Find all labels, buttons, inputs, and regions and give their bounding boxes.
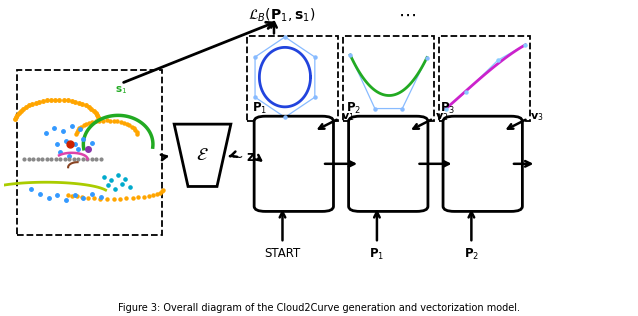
Text: $\mathbf{s}_1$: $\mathbf{s}_1$ <box>115 84 127 96</box>
FancyBboxPatch shape <box>247 36 338 121</box>
FancyBboxPatch shape <box>17 70 161 235</box>
Text: $\sim\mathbf{z}$: $\sim\mathbf{z}$ <box>229 150 255 164</box>
Text: $\mathbf{P}_1$: $\mathbf{P}_1$ <box>251 100 267 116</box>
Text: $\mathbf{P}_3$: $\mathbf{P}_3$ <box>440 100 456 116</box>
Polygon shape <box>174 124 231 186</box>
Text: $\mathbf{v}_1$: $\mathbf{v}_1$ <box>341 111 355 123</box>
Text: $\mathbf{v}_2$: $\mathbf{v}_2$ <box>436 111 449 123</box>
Text: Figure 3: Overall diagram of the Cloud2Curve generation and vectorization model.: Figure 3: Overall diagram of the Cloud2C… <box>118 303 520 313</box>
Text: $\cdots$: $\cdots$ <box>398 6 416 24</box>
Text: $\mathbf{P}_2$: $\mathbf{P}_2$ <box>464 247 479 263</box>
Text: $\mathbf{P}_1$: $\mathbf{P}_1$ <box>369 247 385 263</box>
Text: START: START <box>264 247 300 260</box>
Text: $\mathcal{L}_{B}(\mathbf{P}_1,\mathbf{s}_1)$: $\mathcal{L}_{B}(\mathbf{P}_1,\mathbf{s}… <box>248 6 315 24</box>
FancyBboxPatch shape <box>348 116 428 211</box>
FancyBboxPatch shape <box>254 116 334 211</box>
Text: $\mathbf{P}_2$: $\mathbf{P}_2$ <box>346 100 361 116</box>
FancyBboxPatch shape <box>343 36 434 121</box>
FancyBboxPatch shape <box>439 36 530 121</box>
Text: $\mathcal{E}$: $\mathcal{E}$ <box>196 146 209 164</box>
FancyBboxPatch shape <box>443 116 523 211</box>
Text: $\mathbf{v}_3$: $\mathbf{v}_3$ <box>530 111 544 123</box>
